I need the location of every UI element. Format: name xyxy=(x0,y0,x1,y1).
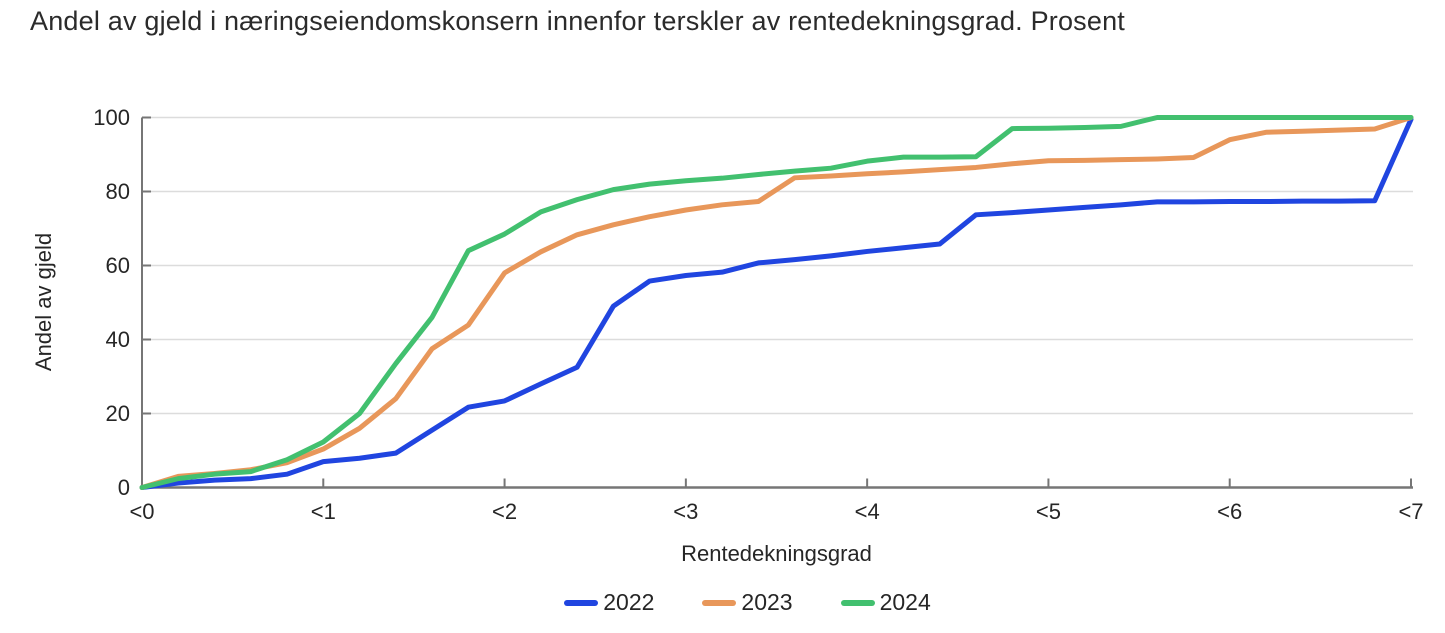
series-line-2023 xyxy=(139,115,1414,490)
legend: 2022 2023 2024 xyxy=(0,589,1445,616)
y-tick-label: 20 xyxy=(105,400,130,426)
legend-label: 2024 xyxy=(879,589,931,615)
x-tick-label: <4 xyxy=(854,498,880,524)
y-tick-label: 0 xyxy=(117,474,130,500)
x-tick-label: <3 xyxy=(673,498,699,524)
x-tick-label: <0 xyxy=(129,498,155,524)
y-tick-label: 80 xyxy=(105,178,130,204)
x-tick-label: <6 xyxy=(1217,498,1243,524)
y-tick-label: 60 xyxy=(105,252,130,278)
y-tick-label: 100 xyxy=(93,104,130,130)
legend-item-2023: 2023 xyxy=(702,589,793,616)
chart-title: Andel av gjeld i næringseiendomskonsern … xyxy=(30,6,1126,36)
legend-line-swatch-2024 xyxy=(840,599,875,606)
legend-item-2022: 2022 xyxy=(564,589,654,616)
legend-line-swatch-2022 xyxy=(564,599,599,606)
legend-label: 2023 xyxy=(741,589,793,615)
x-tick-label: <7 xyxy=(1398,498,1424,524)
legend-line-swatch-2023 xyxy=(702,599,737,606)
x-tick-label: <1 xyxy=(310,498,336,524)
x-tick-label: <5 xyxy=(1035,498,1061,524)
y-axis-title: Andel av gjeld xyxy=(31,232,56,372)
legend-item-2024: 2024 xyxy=(840,589,931,616)
series-line-2022 xyxy=(139,116,1414,490)
y-tick-label: 40 xyxy=(105,326,130,352)
x-axis-title: Rentedekningsgrad xyxy=(681,541,872,566)
legend-label: 2022 xyxy=(603,589,655,615)
x-tick-label: <2 xyxy=(492,498,518,524)
series-line-2024 xyxy=(139,115,1414,490)
